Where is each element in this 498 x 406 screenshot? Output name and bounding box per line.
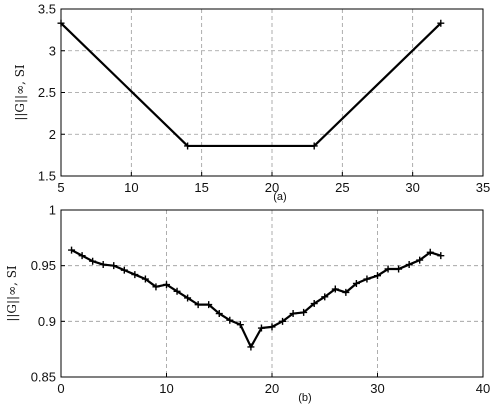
data-point-marker [310, 300, 318, 308]
data-point-marker [247, 343, 255, 351]
data-point-marker [437, 252, 445, 260]
data-point-marker [300, 308, 308, 316]
series-line [71, 249, 442, 349]
y-tick-label: 2.5 [38, 85, 56, 100]
x-tick-label: 25 [335, 180, 349, 195]
x-tick-label: 30 [405, 180, 419, 195]
data-point-marker [437, 19, 445, 27]
x-tick-label: 10 [159, 381, 173, 396]
ticks-a: 5 10 15 20 25 30 35 1.5 2 2.5 3 3.5 [38, 2, 490, 196]
x-tick-label: 15 [194, 180, 208, 195]
data-point-marker [279, 317, 287, 325]
y-tick-label: 1.5 [38, 169, 56, 184]
data-point-marker [99, 261, 107, 269]
panel-caption-b: (b) [298, 392, 311, 404]
data-point-marker [342, 288, 350, 296]
data-point-marker [257, 324, 265, 332]
y-tick-label: 0.95 [31, 258, 56, 273]
y-tick-label: 1 [49, 203, 56, 218]
y-tick-label: 3 [49, 43, 56, 58]
series-a [57, 19, 445, 150]
x-tick-label: 10 [124, 180, 138, 195]
chart-panel-b: 0 10 20 30 40 0.85 0.9 0.95 1 ||G||∞, SI (b) [5, 203, 490, 405]
series-line [60, 22, 442, 148]
data-point-marker [289, 310, 297, 318]
panel-caption-a: (a) [273, 191, 286, 203]
data-point-marker [405, 261, 413, 269]
y-axis-label-b: ||G||∞, SI [5, 265, 19, 322]
data-point-marker [141, 275, 149, 283]
grid-b [61, 210, 483, 377]
data-point-marker [321, 293, 329, 301]
data-point-marker [163, 281, 170, 289]
data-point-marker [194, 301, 202, 309]
y-tick-label: 0.9 [38, 314, 56, 329]
data-point-marker [205, 301, 213, 309]
y-tick-label: 0.85 [31, 370, 56, 385]
data-point-marker [352, 279, 360, 287]
x-tick-label: 20 [265, 381, 279, 396]
y-axis-label-a: ||G||∞, SI [13, 64, 27, 121]
x-tick-label: 30 [370, 381, 384, 396]
ticks-b: 0 10 20 30 40 0.85 0.9 0.95 1 [31, 203, 491, 397]
x-tick-label: 0 [57, 381, 64, 396]
data-point-marker [152, 283, 160, 291]
data-point-marker [120, 266, 128, 274]
data-point-marker [68, 246, 76, 254]
data-point-marker [374, 272, 381, 280]
x-tick-label: 20 [265, 180, 279, 195]
data-point-marker [331, 285, 339, 293]
data-point-marker [384, 265, 392, 273]
data-point-marker [131, 271, 139, 279]
data-point-marker [215, 310, 223, 318]
data-point-marker [236, 321, 244, 329]
x-tick-label: 5 [57, 180, 64, 195]
data-point-marker [57, 19, 65, 27]
series-b [68, 246, 445, 351]
data-point-marker [184, 142, 192, 150]
x-tick-label: 40 [476, 381, 490, 396]
y-tick-label: 2 [49, 127, 56, 142]
data-point-marker [416, 256, 424, 264]
data-point-marker [310, 142, 318, 150]
data-point-marker [426, 248, 434, 256]
data-point-marker [78, 252, 86, 260]
data-point-marker [395, 265, 403, 273]
data-point-marker [110, 262, 118, 270]
data-point-marker [363, 275, 371, 283]
data-point-marker [226, 316, 234, 324]
data-point-marker [173, 287, 181, 295]
chart-panel-a: 5 10 15 20 25 30 35 1.5 2 2.5 3 3.5 ||G||∞, SI (a) [13, 2, 490, 204]
data-point-marker [184, 294, 192, 302]
x-tick-label: 35 [476, 180, 490, 195]
data-point-marker [89, 257, 97, 265]
y-tick-label: 3.5 [38, 2, 56, 17]
data-point-marker [268, 323, 276, 331]
